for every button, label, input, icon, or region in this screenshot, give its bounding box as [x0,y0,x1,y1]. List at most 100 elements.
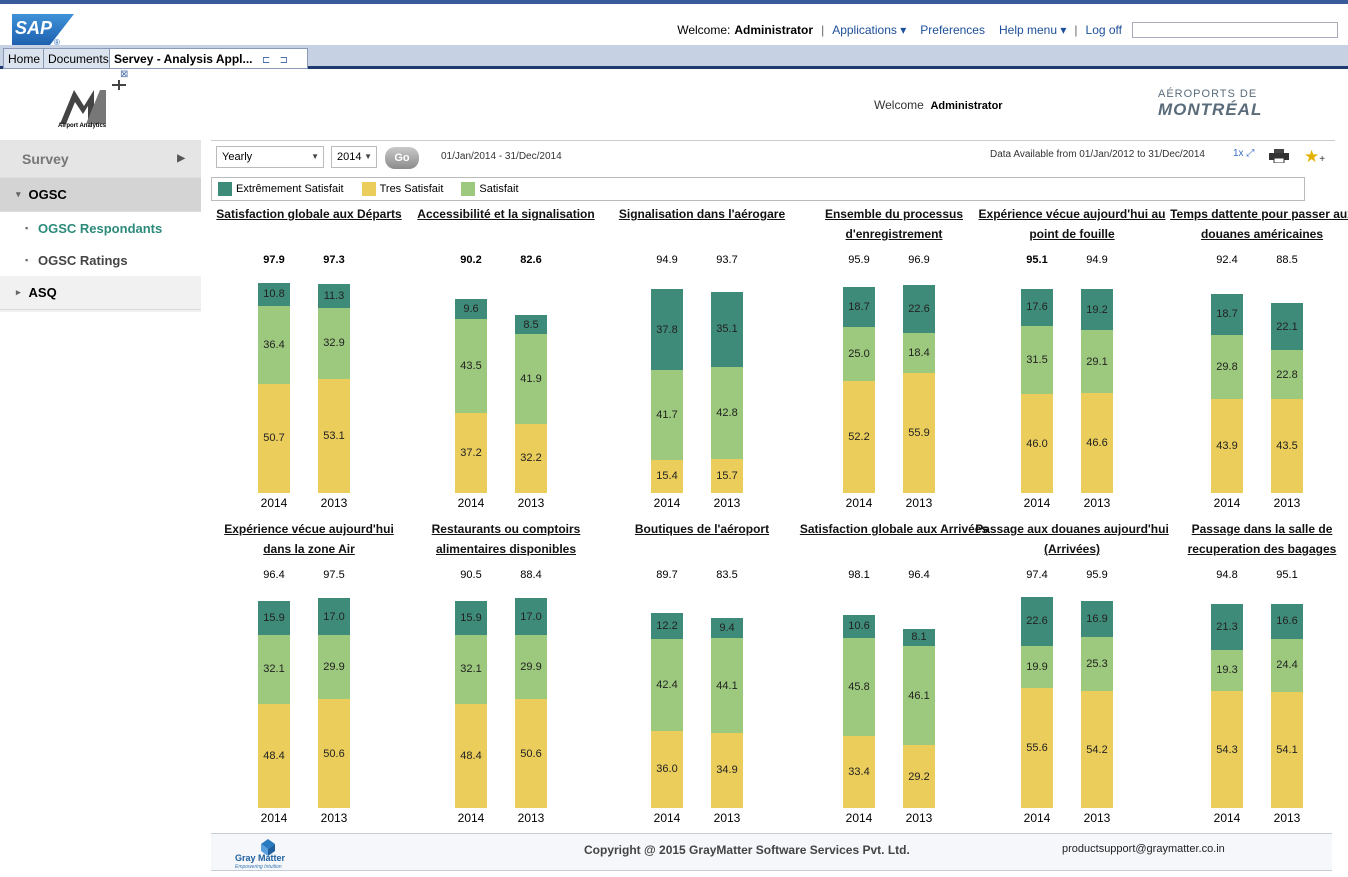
bar-segment-tres-satisfait[interactable]: 50.7 [258,383,290,493]
bar-segment-tres-satisfait[interactable]: 48.4 [455,703,487,808]
bar-segment-satisfait[interactable]: 25.0 [843,327,875,381]
bar-segment-extremement-satisfait[interactable]: 9.4 [711,617,743,639]
bar-segment-tres-satisfait[interactable]: 52.2 [843,380,875,493]
bar-segment-tres-satisfait[interactable]: 43.9 [1211,398,1243,493]
bar-segment-extremement-satisfait[interactable]: 16.9 [1081,600,1113,638]
bar-segment-tres-satisfait[interactable]: 15.4 [651,459,683,493]
bar-segment-extremement-satisfait[interactable]: 8.5 [515,315,547,334]
year-select[interactable]: 2014 ▼ [331,146,377,168]
bar-segment-tres-satisfait[interactable]: 34.9 [711,732,743,808]
bar-segment-satisfait[interactable]: 29.1 [1081,330,1113,393]
sidebar-item-ogsc-ratings[interactable]: ▪ OGSC Ratings [0,244,201,276]
bar-segment-extremement-satisfait[interactable]: 16.6 [1271,603,1303,640]
bar-segment-satisfait[interactable]: 22.8 [1271,350,1303,400]
bar-segment-tres-satisfait[interactable]: 50.6 [515,699,547,808]
sidebar-item-survey[interactable]: Survey ▶ [0,140,201,178]
portal-search-input[interactable] [1132,22,1338,38]
bar-segment-tres-satisfait[interactable]: 15.7 [711,459,743,493]
pin-icon[interactable]: ⊏ [261,55,271,66]
bar-segment-tres-satisfait[interactable]: 54.1 [1271,691,1303,808]
bar-segment-tres-satisfait[interactable]: 43.5 [1271,399,1303,493]
sidebar-item-ogsc[interactable]: ▾ OGSC [0,178,201,212]
bar-segment-extremement-satisfait[interactable]: 19.2 [1081,288,1113,331]
applications-menu[interactable]: Applications ▾ [832,23,907,37]
bar-segment-tres-satisfait[interactable]: 36.0 [651,730,683,808]
bar-segment-satisfait[interactable]: 29.8 [1211,334,1243,399]
bar-segment-extremement-satisfait[interactable]: 10.8 [258,282,290,306]
bar-segment-extremement-satisfait[interactable]: 35.1 [711,291,743,368]
bar-segment-satisfait[interactable]: 19.9 [1021,645,1053,689]
bar-segment-satisfait[interactable]: 44.1 [711,638,743,733]
bar-segment-extremement-satisfait[interactable]: 15.9 [258,600,290,635]
bar-segment-extremement-satisfait[interactable]: 18.7 [1211,294,1243,335]
bar-segment-satisfait[interactable]: 24.4 [1271,639,1303,692]
bar-segment-satisfait[interactable]: 42.8 [711,367,743,460]
period-select[interactable]: Yearly ▼ [216,146,324,168]
bar-segment-satisfait[interactable]: 32.1 [258,634,290,704]
bar-segment-satisfait[interactable]: 29.9 [515,634,547,700]
chart-title[interactable]: Passage aux douanes aujourd'hui (Arrivée… [975,522,1169,556]
bar-segment-extremement-satisfait[interactable]: 22.6 [1021,597,1053,646]
bar-segment-extremement-satisfait[interactable]: 18.7 [843,286,875,328]
bar-segment-satisfait[interactable]: 46.1 [903,646,935,746]
bar-segment-extremement-satisfait[interactable]: 9.6 [455,298,487,320]
bar-segment-tres-satisfait[interactable]: 46.0 [1021,394,1053,493]
bar-segment-satisfait[interactable]: 43.5 [455,319,487,413]
bar-segment-tres-satisfait[interactable]: 32.2 [515,423,547,493]
bar-segment-tres-satisfait[interactable]: 55.6 [1021,688,1053,808]
chart-title[interactable]: Ensemble du processus d'enregistrement [824,207,964,241]
bar-segment-satisfait[interactable]: 32.9 [318,308,350,379]
sidebar-item-ogsc-respondants[interactable]: ▪ OGSC Respondants [0,212,201,244]
support-email[interactable]: productsupport@graymatter.co.in [1062,843,1225,855]
bar-segment-satisfait[interactable]: 19.3 [1211,649,1243,692]
chart-title[interactable]: Passage dans la salle de recuperation de… [1187,522,1337,556]
bar-segment-extremement-satisfait[interactable]: 12.2 [651,613,683,640]
bar-segment-satisfait[interactable]: 29.9 [318,634,350,700]
bar-segment-satisfait[interactable]: 42.4 [651,639,683,731]
tab-survey-analysis[interactable]: Servey - Analysis Appl... ⊏ ⊐ ⊠ [109,48,308,80]
close-icon[interactable]: ⊠ [120,69,129,80]
bar-segment-extremement-satisfait[interactable]: 17.0 [318,598,350,635]
bar-segment-extremement-satisfait[interactable]: 37.8 [651,288,683,371]
bar-segment-satisfait[interactable]: 41.9 [515,333,547,424]
help-menu[interactable]: Help menu ▾ [998,23,1067,37]
bar-segment-extremement-satisfait[interactable]: 21.3 [1211,603,1243,650]
bar-segment-extremement-satisfait[interactable]: 11.3 [318,283,350,309]
bar-segment-tres-satisfait[interactable]: 55.9 [903,372,935,493]
bar-segment-tres-satisfait[interactable]: 33.4 [843,736,875,808]
bar-segment-tres-satisfait[interactable]: 37.2 [455,413,487,493]
bar-segment-tres-satisfait[interactable]: 54.2 [1081,691,1113,808]
chart-title[interactable]: Expérience vécue aujourd'hui au point de… [978,207,1166,241]
bar-segment-tres-satisfait[interactable]: 29.2 [903,745,935,808]
chart-title[interactable]: Accessibilité et la signalisation [417,207,595,221]
bar-segment-satisfait[interactable]: 32.1 [455,634,487,704]
bar-segment-tres-satisfait[interactable]: 54.3 [1211,691,1243,808]
chart-title[interactable]: Satisfaction globale aux Départs [216,207,402,221]
chart-title[interactable]: Expérience vécue aujourd'hui dans la zon… [224,522,394,556]
chart-title[interactable]: Temps dattente pour passer aux douanes a… [1170,207,1348,241]
zoom-icon[interactable]: 1x ⤢ [1233,148,1255,159]
chart-title[interactable]: Satisfaction globale aux Arrivées [799,522,989,536]
bar-segment-extremement-satisfait[interactable]: 8.1 [903,628,935,647]
bar-segment-extremement-satisfait[interactable]: 10.6 [843,614,875,638]
chart-title[interactable]: Restaurants ou comptoirs alimentaires di… [431,522,581,556]
go-button[interactable]: Go [385,147,419,169]
bar-segment-satisfait[interactable]: 36.4 [258,305,290,384]
restore-icon[interactable]: ⊐ [279,55,288,66]
bar-segment-satisfait[interactable]: 18.4 [903,333,935,373]
bar-segment-extremement-satisfait[interactable]: 15.9 [455,600,487,635]
tab-home[interactable]: Home [3,48,46,69]
tab-documents[interactable]: Documents [43,48,114,69]
bar-segment-satisfait[interactable]: 41.7 [651,370,683,460]
bar-segment-extremement-satisfait[interactable]: 17.6 [1021,288,1053,327]
sidebar-item-asq[interactable]: ▸ ASQ [0,276,201,310]
bar-segment-tres-satisfait[interactable]: 46.6 [1081,392,1113,493]
bar-segment-extremement-satisfait[interactable]: 17.0 [515,598,547,635]
bar-segment-tres-satisfait[interactable]: 48.4 [258,703,290,808]
bar-segment-satisfait[interactable]: 45.8 [843,637,875,737]
add-favorite-icon[interactable]: ★+ [1304,147,1326,166]
chart-title[interactable]: Boutiques de l'aéroport [634,522,770,536]
bar-segment-tres-satisfait[interactable]: 50.6 [318,699,350,808]
bar-segment-satisfait[interactable]: 31.5 [1021,326,1053,395]
bar-segment-tres-satisfait[interactable]: 53.1 [318,378,350,493]
